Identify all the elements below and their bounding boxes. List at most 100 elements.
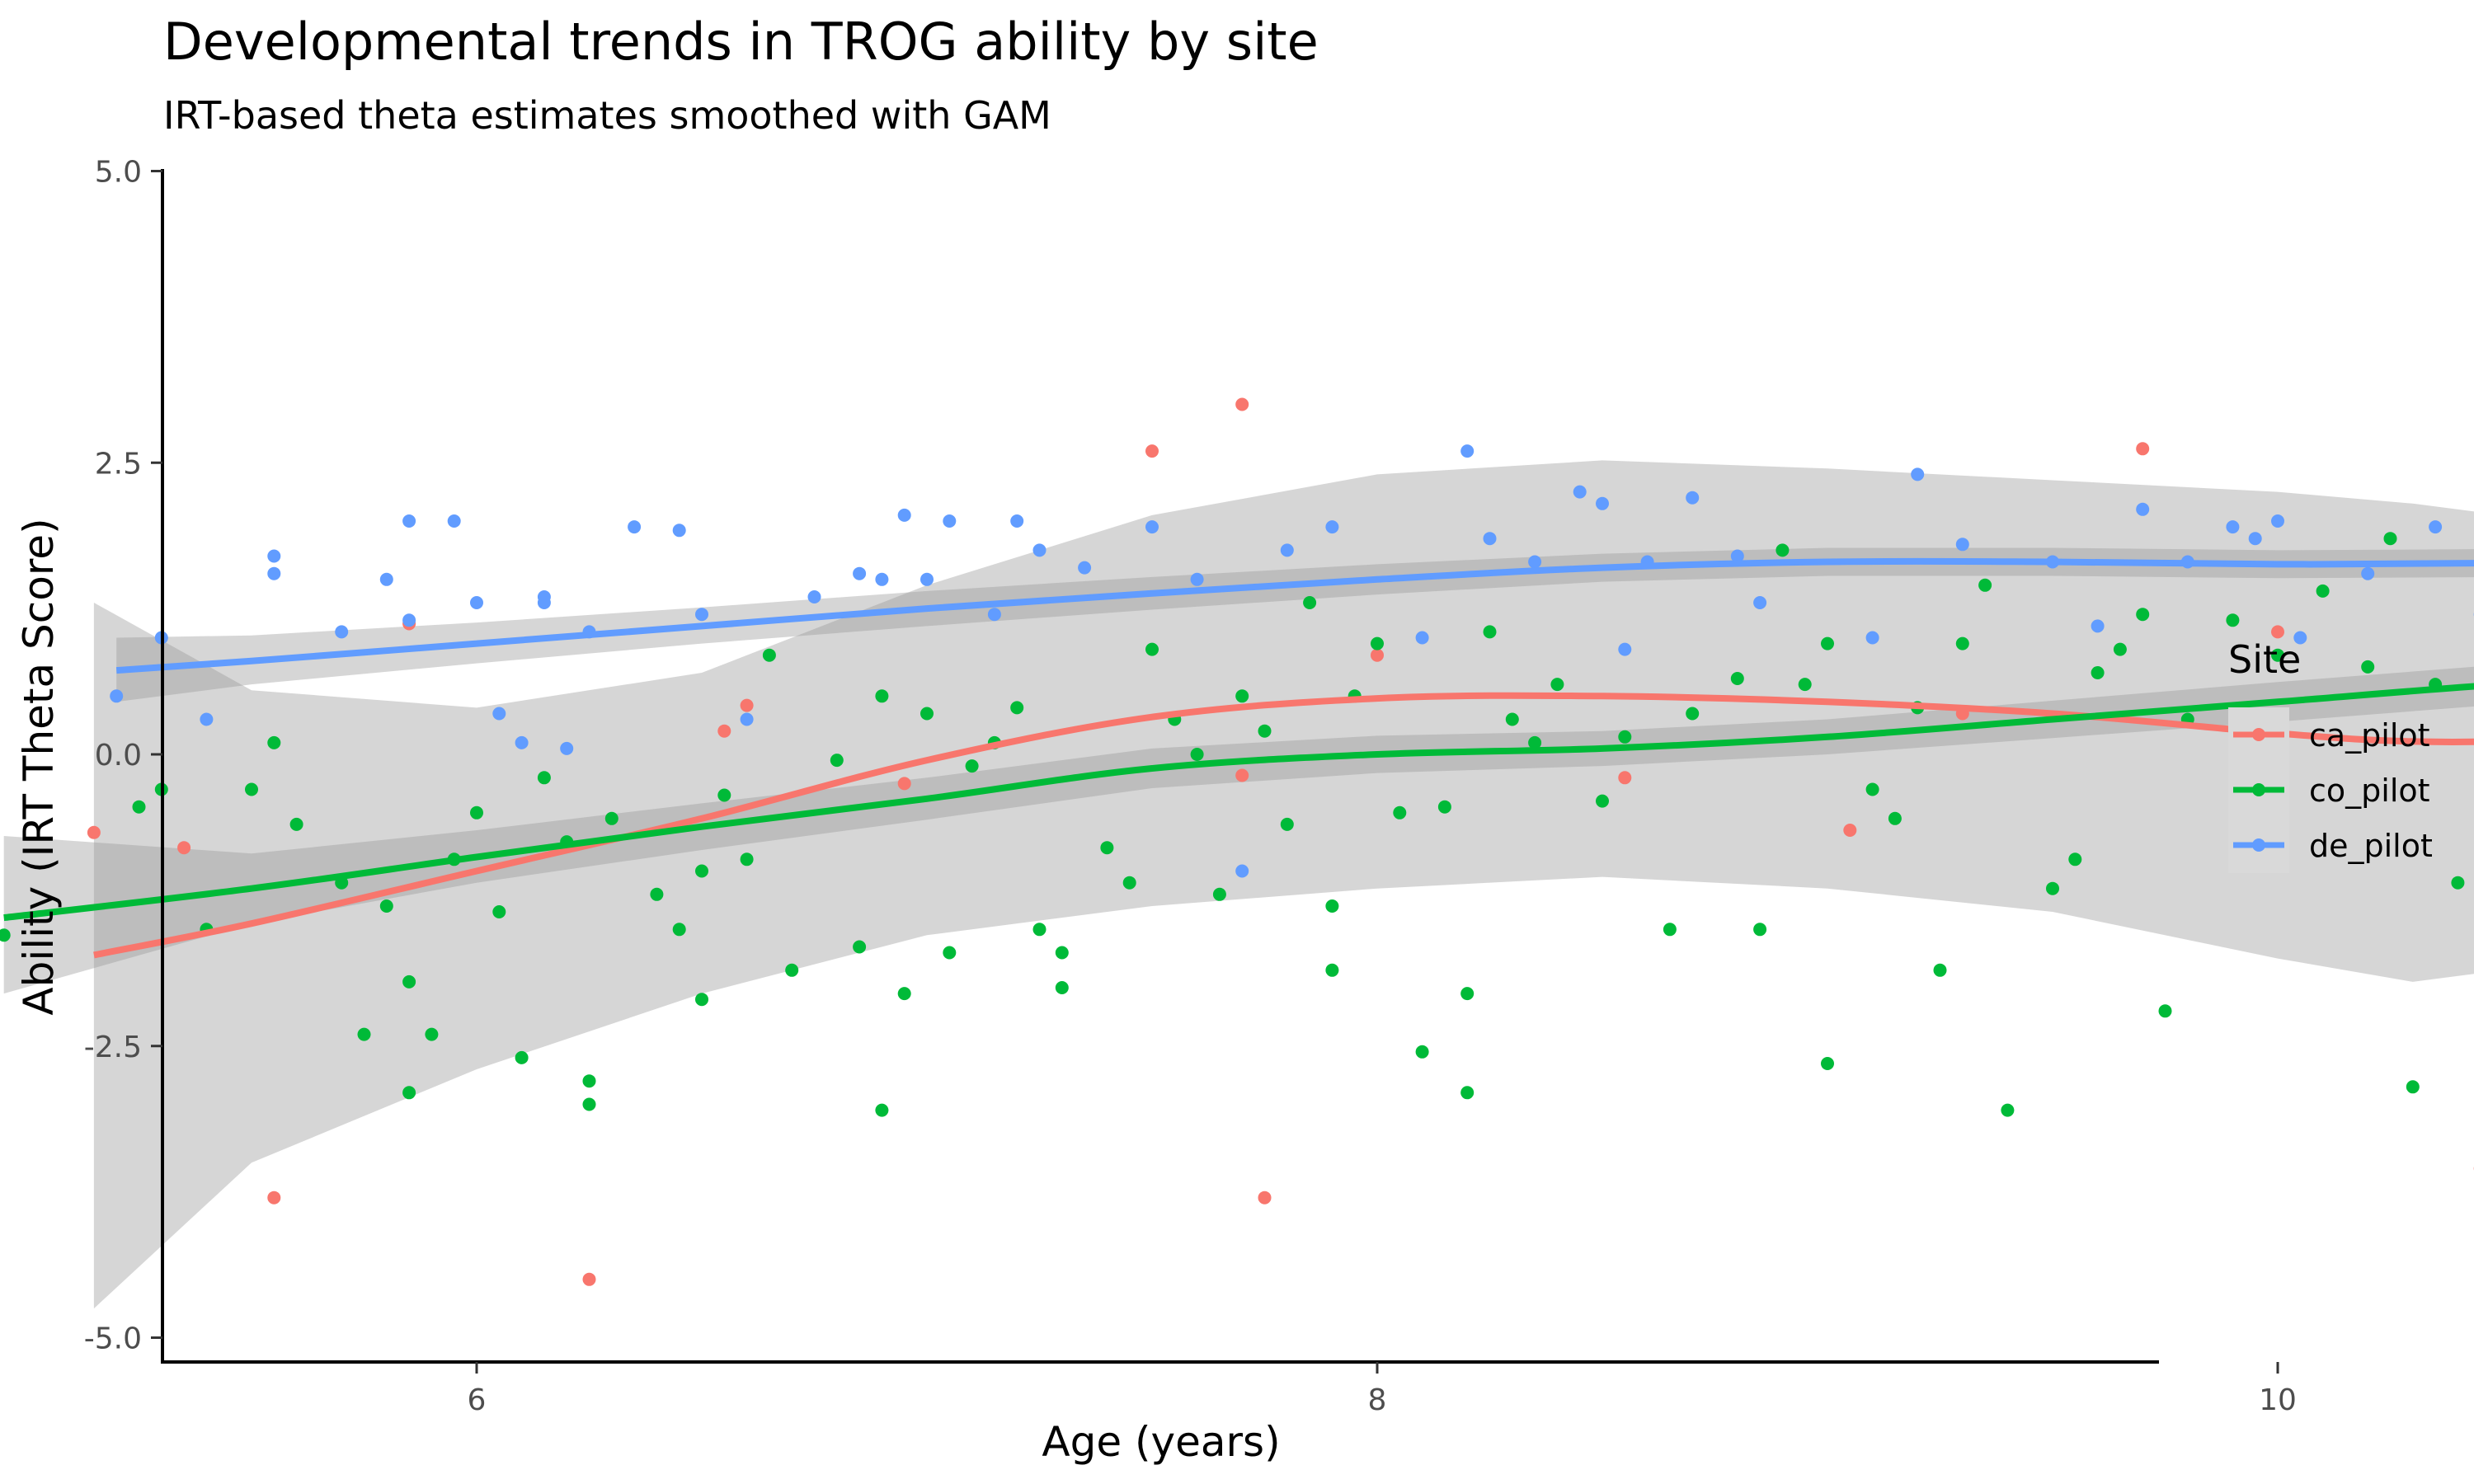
point-ca_pilot-0 bbox=[87, 825, 101, 839]
point-co_pilot-38 bbox=[1032, 923, 1047, 937]
legend-label-de_pilot: de_pilot bbox=[2309, 828, 2433, 864]
point-co_pilot-13 bbox=[470, 805, 483, 819]
point-de_pilot-24 bbox=[897, 508, 911, 522]
point-de_pilot-41 bbox=[1618, 642, 1632, 656]
point-de_pilot-49 bbox=[2091, 619, 2105, 633]
x-axis-title: Age (years) bbox=[1042, 1418, 1280, 1466]
point-de_pilot-8 bbox=[402, 613, 416, 627]
point-de_pilot-46 bbox=[1911, 467, 1925, 481]
point-de_pilot-29 bbox=[1032, 543, 1047, 557]
point-co_pilot-69 bbox=[1821, 1057, 1834, 1070]
y-tick-label-0: 5.0 bbox=[95, 156, 142, 190]
point-co_pilot-65 bbox=[1686, 707, 1700, 721]
point-co_pilot-75 bbox=[1978, 578, 1992, 592]
point-co_pilot-85 bbox=[2316, 584, 2330, 598]
point-co_pilot-14 bbox=[492, 905, 506, 918]
point-de_pilot-44 bbox=[1730, 549, 1744, 563]
point-co_pilot-29 bbox=[853, 940, 867, 954]
point-co_pilot-46 bbox=[1212, 887, 1226, 901]
y-axis-title: Ability (IRT Theta Score) bbox=[15, 518, 63, 1015]
point-co_pilot-15 bbox=[515, 1050, 529, 1064]
point-co_pilot-86 bbox=[2361, 660, 2375, 674]
point-co_pilot-62 bbox=[1596, 794, 1609, 808]
chart-subtitle: IRT-based theta estimates smoothed with … bbox=[163, 93, 1051, 138]
point-co_pilot-119 bbox=[1888, 811, 1902, 825]
point-co_pilot-54 bbox=[1393, 805, 1407, 819]
legend-key-point-de_pilot bbox=[2252, 838, 2265, 852]
point-ca_pilot-6 bbox=[1235, 397, 1249, 411]
point-de_pilot-88 bbox=[1753, 596, 1767, 609]
point-co_pilot-49 bbox=[1280, 817, 1294, 831]
point-de_pilot-43 bbox=[1686, 491, 1700, 505]
y-tick-label-3: -2.5 bbox=[84, 1031, 142, 1064]
point-co_pilot-67 bbox=[1753, 923, 1767, 937]
x-tick-label-1: 8 bbox=[1368, 1383, 1387, 1417]
point-co_pilot-73 bbox=[1933, 963, 1947, 977]
point-de_pilot-54 bbox=[2293, 631, 2307, 645]
point-co_pilot-84 bbox=[2271, 648, 2284, 662]
point-co_pilot-112 bbox=[1776, 543, 1790, 557]
point-de_pilot-2 bbox=[200, 712, 214, 726]
point-de_pilot-0 bbox=[110, 689, 124, 703]
point-co_pilot-79 bbox=[2091, 666, 2105, 679]
ribbon-ca_pilot bbox=[93, 460, 2474, 1309]
point-de_pilot-25 bbox=[920, 572, 934, 586]
smooth-lines bbox=[3, 557, 2474, 959]
y-tick-label-4: -5.0 bbox=[84, 1322, 142, 1356]
smooth-line-co_pilot bbox=[3, 683, 2474, 922]
point-co_pilot-66 bbox=[1730, 672, 1744, 685]
point-de_pilot-21 bbox=[807, 590, 821, 603]
point-de_pilot-35 bbox=[1415, 631, 1429, 645]
legend-label-ca_pilot: ca_pilot bbox=[2309, 717, 2430, 754]
point-de_pilot-31 bbox=[1190, 572, 1204, 586]
point-co_pilot-87 bbox=[2406, 1080, 2420, 1094]
point-co_pilot-89 bbox=[2451, 876, 2465, 890]
point-co_pilot-1 bbox=[132, 800, 146, 814]
point-co_pilot-39 bbox=[1055, 946, 1069, 960]
point-de_pilot-36 bbox=[1460, 444, 1475, 458]
point-de_pilot-18 bbox=[672, 524, 686, 538]
point-ca_pilot-24 bbox=[177, 841, 191, 855]
point-co_pilot-16 bbox=[537, 771, 551, 785]
point-co_pilot-11 bbox=[425, 1027, 439, 1041]
point-co_pilot-68 bbox=[1798, 678, 1812, 692]
point-co_pilot-58 bbox=[1460, 1086, 1475, 1100]
point-ca_pilot-5 bbox=[1145, 444, 1159, 458]
ribbon-co_pilot bbox=[3, 666, 2474, 994]
point-co_pilot-80 bbox=[2136, 608, 2150, 622]
point-de_pilot-10 bbox=[470, 596, 483, 609]
point-co_pilot-111 bbox=[1303, 596, 1317, 609]
point-de_pilot-22 bbox=[853, 566, 867, 580]
point-co_pilot-31 bbox=[875, 1103, 889, 1117]
point-co_pilot-30 bbox=[875, 689, 889, 703]
point-co_pilot-24 bbox=[695, 864, 708, 878]
point-de_pilot-33 bbox=[1280, 543, 1294, 557]
point-de_pilot-47 bbox=[1955, 538, 1969, 552]
legend-title: Site bbox=[2228, 637, 2301, 682]
point-co_pilot-71 bbox=[1865, 782, 1879, 796]
point-de_pilot-11 bbox=[492, 707, 506, 721]
point-co_pilot-27 bbox=[785, 963, 799, 977]
point-ca_pilot-9 bbox=[1843, 824, 1857, 837]
point-de_pilot-6 bbox=[379, 572, 393, 586]
point-de_pilot-15 bbox=[560, 741, 574, 755]
point-co_pilot-26 bbox=[740, 852, 754, 866]
point-co_pilot-23 bbox=[695, 993, 708, 1007]
point-de_pilot-28 bbox=[1010, 514, 1024, 528]
point-de_pilot-40 bbox=[1596, 496, 1609, 510]
point-co_pilot-4 bbox=[267, 735, 281, 749]
point-co_pilot-8 bbox=[379, 899, 393, 913]
point-co_pilot-81 bbox=[2158, 1004, 2172, 1018]
point-co_pilot-113 bbox=[2113, 642, 2127, 656]
legend-label-co_pilot: co_pilot bbox=[2309, 773, 2430, 809]
point-ca_pilot-11 bbox=[2271, 625, 2284, 639]
point-ca_pilot-7 bbox=[1258, 1190, 1272, 1205]
point-ca_pilot-10 bbox=[2136, 442, 2150, 456]
point-co_pilot-19 bbox=[582, 1097, 596, 1111]
point-co_pilot-50 bbox=[1325, 899, 1339, 913]
point-de_pilot-32 bbox=[1235, 864, 1249, 878]
point-co_pilot-61 bbox=[1550, 678, 1564, 692]
point-ca_pilot-19 bbox=[1618, 771, 1632, 785]
point-co_pilot-53 bbox=[1371, 636, 1384, 650]
